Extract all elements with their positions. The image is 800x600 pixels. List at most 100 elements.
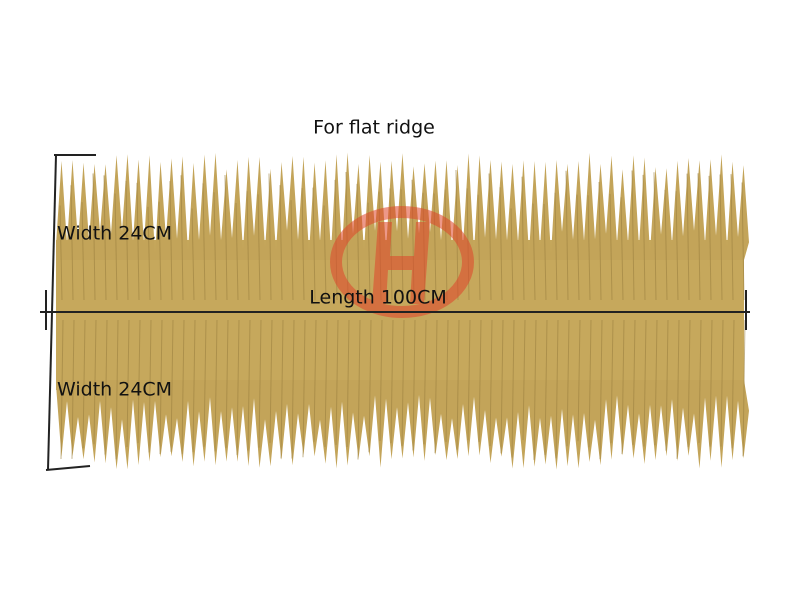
thatch-strand [235,203,239,301]
thatch-strand [609,193,613,301]
thatch-strand [719,174,723,301]
thatch-strand [566,319,570,447]
thatch-strand [521,176,525,301]
thatch-strand [445,319,449,442]
thatch-strand [103,175,107,301]
thatch-strand [136,182,140,301]
thatch-strand [181,319,185,455]
thatch-strand [357,319,361,460]
thatch-strand [70,185,74,301]
thatch-strand [423,319,427,445]
thatch-strand [213,192,217,301]
thatch-strand [59,205,63,301]
thatch-strand [544,319,548,456]
thatch-strand [104,319,108,455]
thatch-strand [71,319,75,459]
thatch-strand [610,319,614,443]
thatch-strand [279,185,283,301]
thatch-strand [576,194,580,301]
thatch-strand [115,319,119,460]
thatch-strand [236,319,240,455]
thatch-strand [664,189,668,301]
thatch-strand [532,203,536,301]
thatch-strand [731,319,735,449]
thatch-strand [599,319,603,459]
thatch-strand [642,174,646,301]
thatch-strand [477,194,481,301]
thatch-strand [148,319,152,453]
thatch-strand [621,319,625,455]
thatch-strand [137,319,141,444]
thatch-strand [587,195,591,301]
thatch-strand [631,170,635,301]
thatch-strand [191,208,195,301]
thatch-strand [60,319,64,459]
thatch-strand [588,319,592,448]
thatch-strand [478,319,482,442]
thatch-strand [114,193,118,301]
thatch-strand [687,319,691,448]
thatch-strand [335,319,339,445]
thatch-strand [356,183,360,301]
thatch-strand [324,319,328,447]
thatch-strand [203,319,207,447]
thatch-strand [202,183,206,301]
thatch-strand [456,319,460,450]
length-label: Length 100CM [309,287,447,309]
thatch-strand [554,192,558,301]
thatch-strand [730,174,734,301]
thatch-strand [302,319,306,458]
thatch-strand [159,319,163,455]
thatch-strand [346,319,350,448]
thatch-strand [444,189,448,301]
thatch-strand [247,319,251,451]
thatch-strand [620,197,624,301]
thatch-strand [147,206,151,301]
thatch-strand [533,319,537,460]
thatch-strand [697,173,701,301]
thatch-strand [368,319,372,453]
thatch-strand [257,194,261,301]
thatch-strand [675,191,679,301]
thatch-strand [225,319,229,448]
thatch-strand [665,319,669,451]
thatch-strand [312,187,316,301]
thatch-strand [499,187,503,301]
thatch-strand [192,319,196,453]
thatch-strand [125,181,129,301]
thatch-strand [313,319,317,442]
thatch-strand [170,319,174,452]
thatch-strand [577,319,581,442]
thatch-strand [686,173,690,301]
thatch-strand [92,173,96,301]
thatch-strand [246,191,250,301]
thatch-strand [379,319,383,442]
thatch-strand [555,319,559,459]
thatch-strand [676,319,680,459]
thatch-strand [180,175,184,301]
thatch-strand [467,319,471,441]
thatch-strand [522,319,526,441]
thatch-strand [390,319,394,444]
thatch-strand [653,172,657,301]
thatch-strand [500,319,504,454]
thatch-strand [258,319,262,448]
thatch-strand [401,319,405,447]
thatch-strand [269,319,273,443]
thatch-strand [158,201,162,301]
logo-letter [372,222,430,304]
thatch-strand [280,319,284,459]
thatch-strand [565,170,569,301]
thatch-strand [126,319,130,448]
thatch-strand [720,319,724,447]
width-measure-tick [45,465,91,471]
thatch-strand [433,193,437,301]
thatch-strand [488,173,492,301]
thatch-strand [654,319,658,446]
thatch-strand [412,319,416,451]
thatch-strand [224,174,228,301]
thatch-strand [643,319,647,447]
thatch-strand [291,319,295,459]
